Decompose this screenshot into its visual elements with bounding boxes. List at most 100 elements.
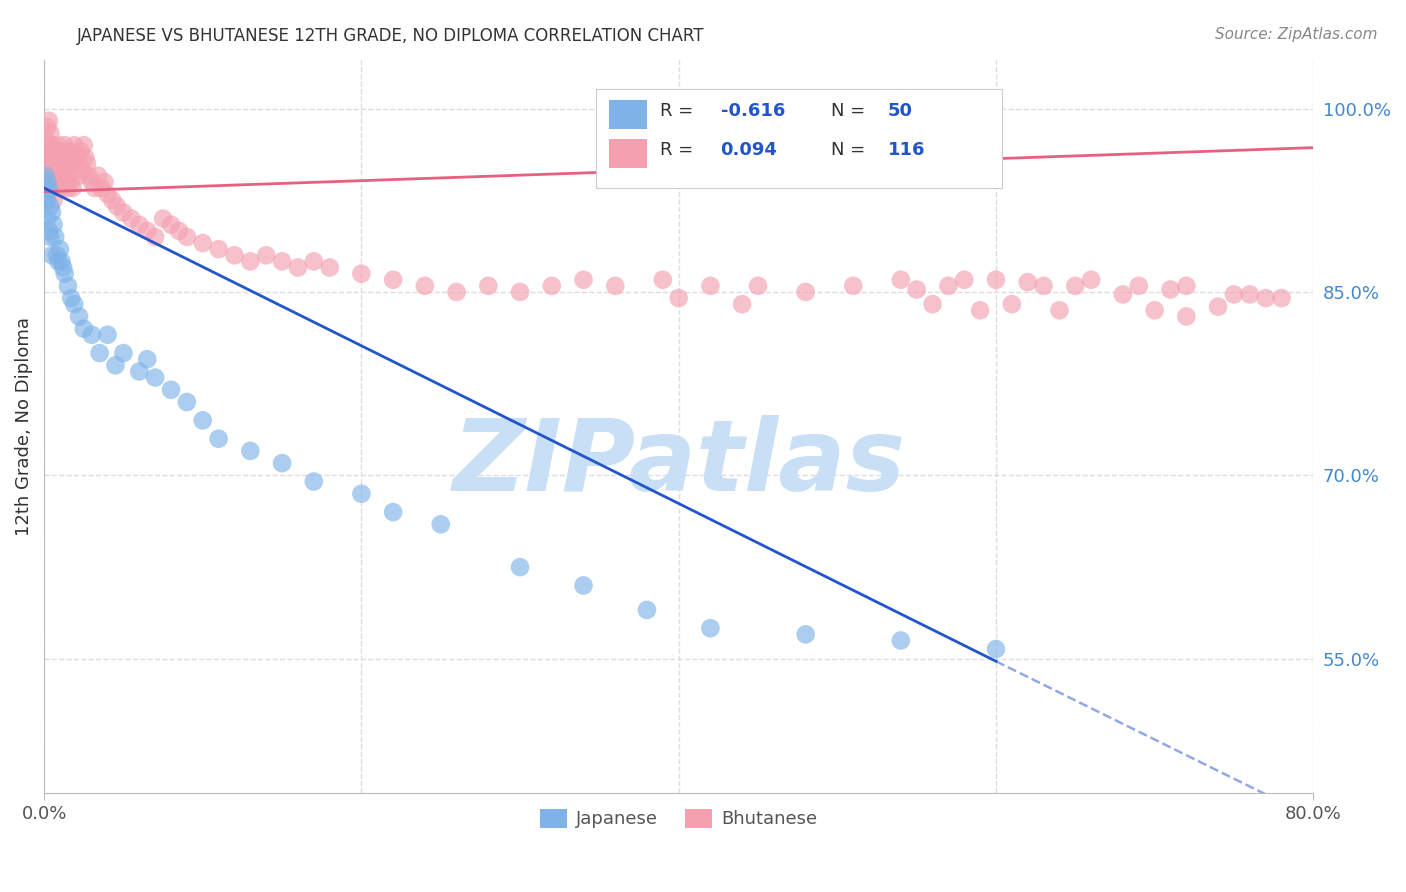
Point xyxy=(160,218,183,232)
Point xyxy=(167,224,190,238)
Point xyxy=(1001,297,1024,311)
Point xyxy=(42,169,65,183)
Point xyxy=(572,578,595,592)
Point xyxy=(254,248,277,262)
Point xyxy=(35,187,58,202)
Text: -0.616: -0.616 xyxy=(721,102,785,120)
Point xyxy=(93,175,115,189)
Point xyxy=(37,169,59,183)
Point xyxy=(413,278,436,293)
Point xyxy=(969,303,991,318)
Point xyxy=(42,193,65,207)
Point xyxy=(1143,303,1166,318)
Point xyxy=(136,224,159,238)
Point xyxy=(38,224,60,238)
Point xyxy=(53,162,76,177)
Point xyxy=(446,285,468,299)
Point xyxy=(35,132,58,146)
Point xyxy=(63,297,86,311)
Point xyxy=(1112,287,1135,301)
Point xyxy=(112,205,135,219)
Point xyxy=(53,138,76,153)
Point xyxy=(350,267,373,281)
Point xyxy=(112,346,135,360)
Point xyxy=(176,395,198,409)
Point xyxy=(42,145,65,159)
Point xyxy=(104,359,127,373)
Point xyxy=(382,505,405,519)
Legend: Japanese, Bhutanese: Japanese, Bhutanese xyxy=(533,802,825,836)
Point xyxy=(302,254,325,268)
Point xyxy=(41,248,63,262)
Point xyxy=(191,235,214,250)
Point xyxy=(39,126,62,140)
Point xyxy=(44,150,66,164)
Point xyxy=(1080,273,1102,287)
Point xyxy=(429,517,451,532)
Point xyxy=(143,230,166,244)
FancyBboxPatch shape xyxy=(596,89,1002,188)
Point xyxy=(605,278,627,293)
Point xyxy=(48,162,70,177)
Text: 116: 116 xyxy=(889,141,925,159)
Point xyxy=(37,193,59,207)
Point xyxy=(53,267,76,281)
Point xyxy=(699,278,721,293)
Point xyxy=(1239,287,1261,301)
Point xyxy=(75,150,97,164)
Point xyxy=(731,297,754,311)
Point xyxy=(60,175,83,189)
Point xyxy=(76,156,98,170)
Point xyxy=(65,150,87,164)
Point xyxy=(207,242,229,256)
Point xyxy=(49,150,72,164)
Point xyxy=(287,260,309,275)
Point xyxy=(37,211,59,226)
Text: 0.094: 0.094 xyxy=(721,141,778,159)
Point xyxy=(39,230,62,244)
Point xyxy=(271,456,294,470)
Point xyxy=(35,193,58,207)
Point xyxy=(794,627,817,641)
Text: R =: R = xyxy=(659,141,699,159)
Point xyxy=(101,193,124,207)
Point xyxy=(63,138,86,153)
Point xyxy=(39,199,62,213)
Point xyxy=(41,156,63,170)
Text: N =: N = xyxy=(831,141,870,159)
Point xyxy=(41,181,63,195)
Point xyxy=(120,211,142,226)
Point xyxy=(69,145,91,159)
Point xyxy=(58,169,80,183)
Point xyxy=(55,175,77,189)
Point xyxy=(90,181,112,195)
Point xyxy=(953,273,976,287)
Point xyxy=(509,285,531,299)
Point xyxy=(97,327,120,342)
Point xyxy=(70,162,93,177)
Point xyxy=(38,162,60,177)
Text: ZIPatlas: ZIPatlas xyxy=(453,415,905,512)
Point xyxy=(41,138,63,153)
Y-axis label: 12th Grade, No Diploma: 12th Grade, No Diploma xyxy=(15,317,32,536)
Point xyxy=(42,218,65,232)
Point xyxy=(636,603,658,617)
Bar xyxy=(609,100,647,129)
Point xyxy=(35,156,58,170)
Point xyxy=(105,199,128,213)
Point xyxy=(38,138,60,153)
Point xyxy=(318,260,340,275)
Point xyxy=(984,642,1007,657)
Point xyxy=(41,205,63,219)
Point xyxy=(56,156,79,170)
Point xyxy=(207,432,229,446)
Point xyxy=(66,156,89,170)
Point xyxy=(52,169,75,183)
Point xyxy=(1049,303,1071,318)
Point xyxy=(55,150,77,164)
Point xyxy=(37,120,59,134)
Point xyxy=(35,169,58,183)
Point xyxy=(38,113,60,128)
Text: JAPANESE VS BHUTANESE 12TH GRADE, NO DIPLOMA CORRELATION CHART: JAPANESE VS BHUTANESE 12TH GRADE, NO DIP… xyxy=(77,27,704,45)
Point xyxy=(699,621,721,635)
